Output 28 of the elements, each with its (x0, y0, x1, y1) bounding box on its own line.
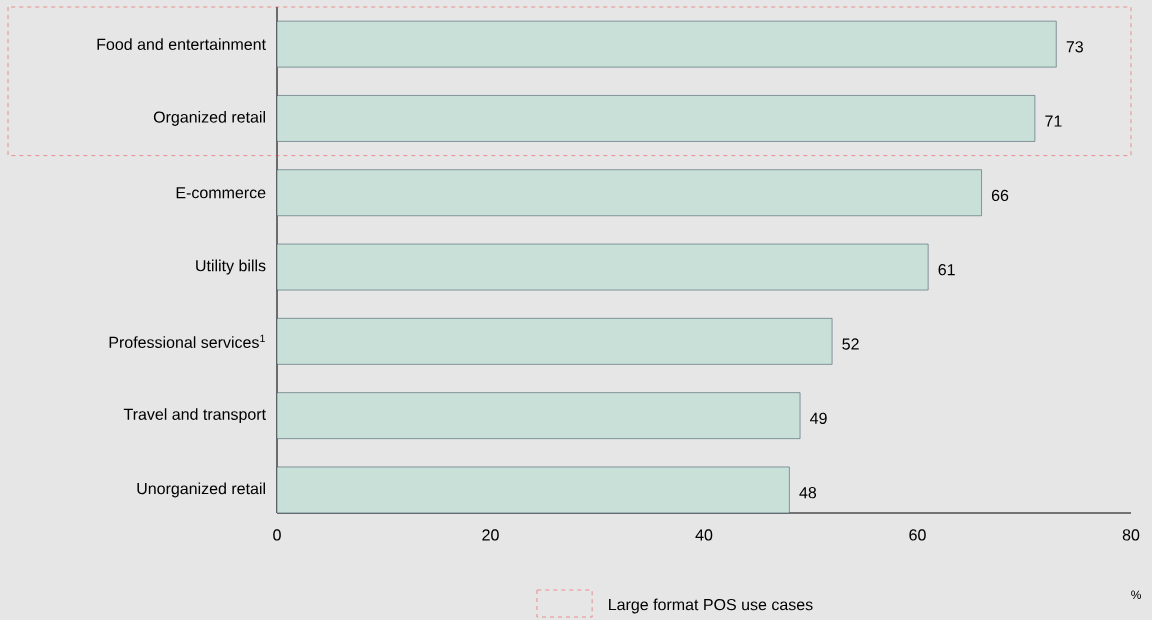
x-tick-label: 60 (909, 529, 926, 541)
y-tick-label: Travel and transport (123, 408, 266, 424)
y-tick-label: Food and entertainment (97, 38, 266, 51)
data-label: 52 (842, 338, 859, 350)
bar (276, 318, 833, 365)
y-tick-label: Utility bills (196, 259, 266, 275)
text: % (1131, 590, 1142, 599)
bar (276, 392, 801, 439)
x-tick-label: 40 (695, 529, 713, 541)
y-tick-label: Unorganized retail (137, 482, 265, 498)
data-label: 61 (938, 264, 955, 276)
x-tick-label: 20 (482, 529, 499, 541)
y-tick-label: Professional services$^{1}$ (109, 334, 265, 348)
text: Large format POS use cases (609, 598, 813, 614)
x-tick-label: 0 (273, 529, 281, 541)
y-tick-label: E-commerce (176, 187, 266, 199)
bar (276, 20, 1057, 68)
bar (276, 243, 929, 291)
bar (276, 466, 790, 514)
data-label: 48 (799, 486, 817, 499)
bar (276, 95, 1036, 142)
data-label: 73 (1066, 41, 1083, 53)
data-label: 71 (1045, 115, 1062, 127)
bar (276, 169, 982, 217)
y-tick-label: Organized retail (153, 110, 265, 126)
data-label: 49 (810, 412, 827, 424)
x-tick-label: 80 (1122, 529, 1140, 541)
data-label: 66 (991, 189, 1009, 202)
